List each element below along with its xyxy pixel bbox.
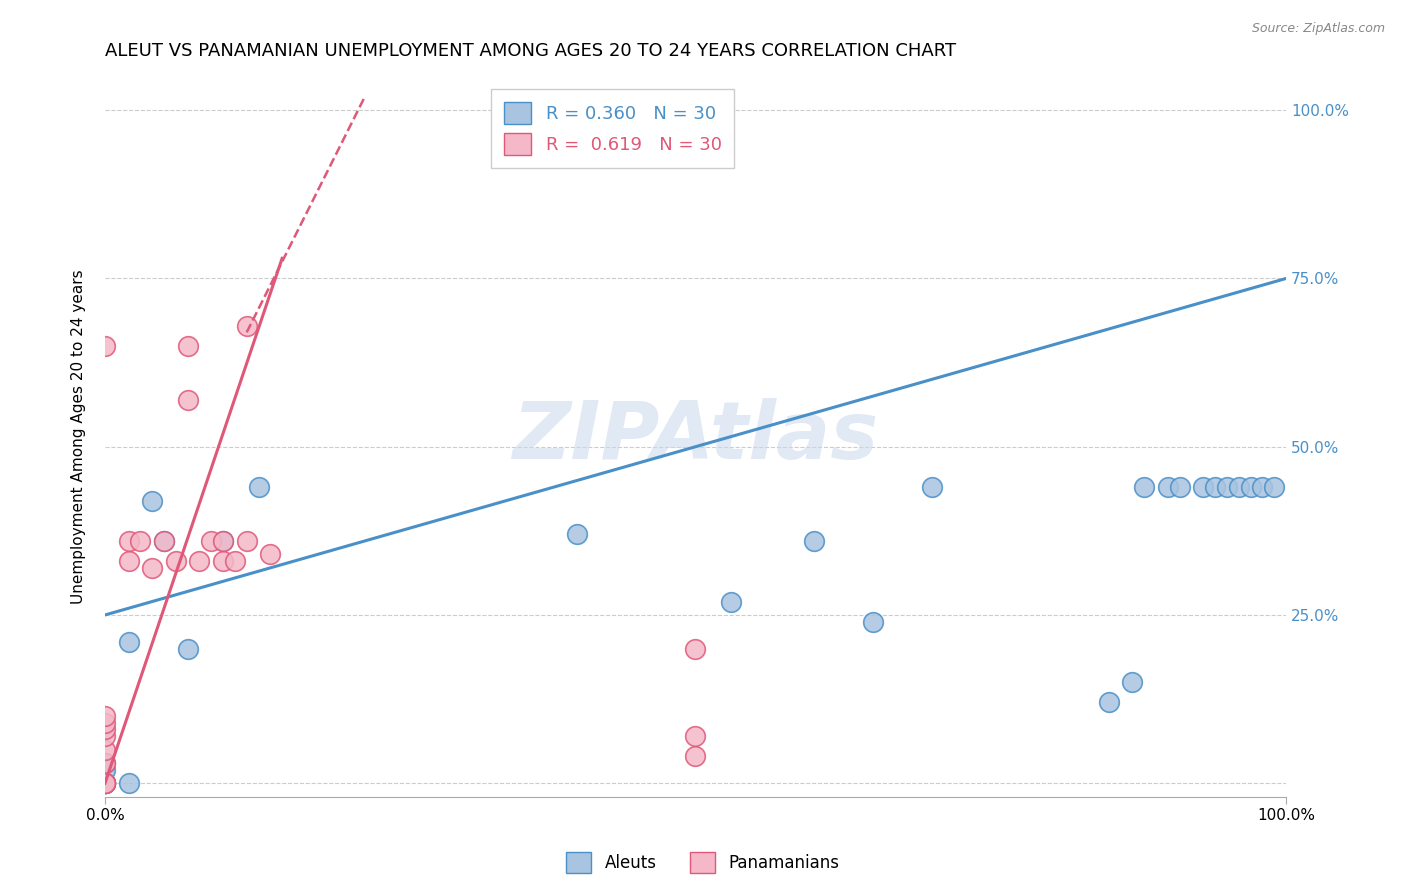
Point	[235, 533, 257, 548]
Point	[176, 339, 198, 353]
Text: ZIPAtlas: ZIPAtlas	[512, 398, 879, 475]
Point	[94, 339, 117, 353]
Point	[1192, 480, 1215, 494]
Text: ALEUT VS PANAMANIAN UNEMPLOYMENT AMONG AGES 20 TO 24 YEARS CORRELATION CHART: ALEUT VS PANAMANIAN UNEMPLOYMENT AMONG A…	[105, 42, 956, 60]
Point	[1133, 480, 1156, 494]
Point	[212, 533, 235, 548]
Point	[94, 776, 117, 790]
Point	[212, 533, 235, 548]
Y-axis label: Unemployment Among Ages 20 to 24 years: Unemployment Among Ages 20 to 24 years	[72, 269, 86, 604]
Point	[1204, 480, 1226, 494]
Point	[235, 318, 257, 333]
Point	[567, 527, 589, 541]
Point	[188, 554, 211, 568]
Point	[153, 533, 176, 548]
Point	[94, 763, 117, 777]
Point	[224, 554, 246, 568]
Point	[94, 776, 117, 790]
Point	[94, 742, 117, 756]
Point	[685, 729, 707, 743]
Point	[94, 776, 117, 790]
Point	[176, 392, 198, 407]
Point	[117, 635, 139, 649]
Point	[94, 709, 117, 723]
Point	[141, 561, 163, 575]
Point	[94, 756, 117, 770]
Point	[94, 776, 117, 790]
Point	[117, 533, 139, 548]
Point	[94, 723, 117, 737]
Point	[212, 554, 235, 568]
Point	[117, 776, 139, 790]
Point	[1251, 480, 1274, 494]
Point	[803, 533, 825, 548]
Point	[1098, 696, 1121, 710]
Point	[94, 776, 117, 790]
Point	[94, 776, 117, 790]
Point	[141, 493, 163, 508]
Point	[259, 548, 281, 562]
Point	[1168, 480, 1191, 494]
Legend: R = 0.360   N = 30, R =  0.619   N = 30: R = 0.360 N = 30, R = 0.619 N = 30	[492, 89, 734, 168]
Point	[1263, 480, 1285, 494]
Point	[1121, 675, 1143, 690]
Point	[1157, 480, 1180, 494]
Point	[200, 533, 222, 548]
Point	[1239, 480, 1261, 494]
Point	[165, 554, 187, 568]
Point	[94, 776, 117, 790]
Legend: Aleuts, Panamanians: Aleuts, Panamanians	[560, 846, 846, 880]
Point	[247, 480, 270, 494]
Point	[94, 715, 117, 730]
Point	[94, 776, 117, 790]
Point	[129, 533, 152, 548]
Point	[685, 641, 707, 656]
Point	[1216, 480, 1239, 494]
Point	[94, 729, 117, 743]
Point	[153, 533, 176, 548]
Point	[176, 641, 198, 656]
Point	[921, 480, 943, 494]
Text: Source: ZipAtlas.com: Source: ZipAtlas.com	[1251, 22, 1385, 36]
Point	[117, 554, 139, 568]
Point	[685, 749, 707, 764]
Point	[862, 615, 884, 629]
Point	[720, 594, 742, 608]
Point	[94, 756, 117, 770]
Point	[1227, 480, 1250, 494]
